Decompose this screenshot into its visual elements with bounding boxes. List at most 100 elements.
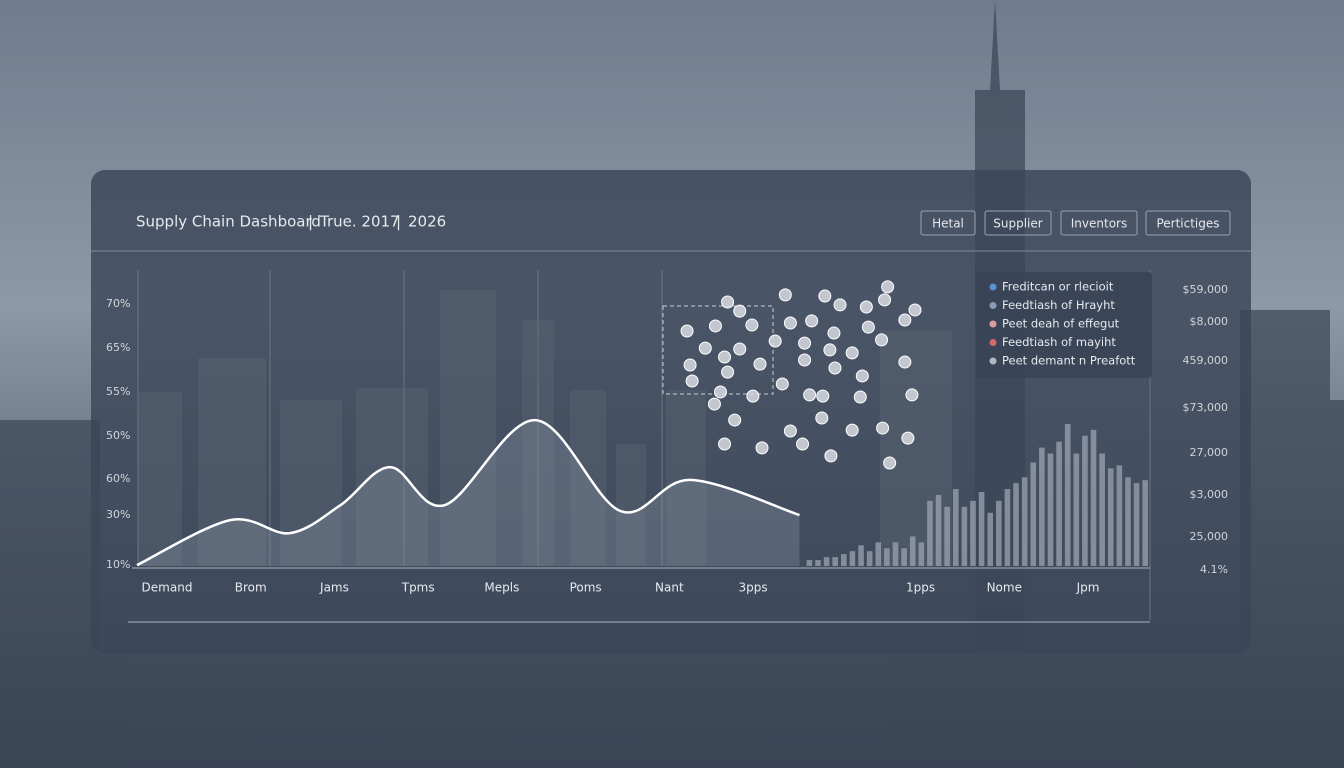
scatter-point (798, 353, 812, 367)
tab-label[interactable]: Hetal (932, 217, 964, 231)
bar (1064, 423, 1071, 566)
scatter-point (898, 355, 912, 369)
scatter-point (733, 304, 747, 318)
left-axis-label: 10% (106, 558, 130, 571)
bar (849, 551, 856, 566)
scatter-point (728, 413, 742, 427)
scatter-point (876, 421, 890, 435)
bar (884, 548, 890, 566)
left-axis-label: 60% (106, 472, 130, 485)
scatter-point (721, 365, 735, 379)
x-tick-label: Jpm (1076, 581, 1100, 595)
scatter-point (745, 318, 759, 332)
legend-box (976, 272, 1152, 378)
scatter-point (908, 303, 922, 317)
x-tick-label: Poms (570, 581, 602, 595)
tab[interactable] (1060, 210, 1138, 236)
scatter-point (753, 357, 767, 371)
bar (1099, 453, 1105, 566)
scatter-point (733, 342, 747, 356)
scatter-point (827, 326, 841, 340)
tab[interactable] (920, 210, 976, 236)
tab-label[interactable]: Pertictiges (1156, 217, 1219, 231)
scatter-point (680, 324, 694, 338)
left-axis-label: 30% (106, 508, 130, 521)
bar (1039, 447, 1045, 566)
bar (901, 548, 907, 566)
bar (823, 557, 830, 566)
bar (1004, 489, 1011, 566)
scatter-point (824, 449, 838, 463)
bar (1125, 477, 1131, 566)
separator: | (308, 213, 313, 231)
scatter-point (698, 341, 712, 355)
scatter-point (708, 319, 722, 333)
x-tick-label: Mepls (484, 581, 519, 595)
bar (1107, 468, 1114, 566)
bar (1133, 483, 1140, 566)
bar (892, 542, 899, 566)
scatter-point (855, 369, 869, 383)
scatter-point (898, 313, 912, 327)
scatter-point (828, 361, 842, 375)
right-axis-label: $8,000 (1190, 315, 1229, 328)
x-tick-label: Jams (319, 581, 349, 595)
scatter-point (796, 437, 810, 451)
right-axis-label: $73,000 (1183, 401, 1229, 414)
scatter-point (845, 423, 859, 437)
bar (1013, 483, 1019, 566)
bar (1116, 465, 1123, 566)
scatter-point (883, 456, 897, 470)
x-tick-label: Nant (655, 581, 684, 595)
tab[interactable] (984, 210, 1052, 236)
scatter-point (875, 333, 889, 347)
scatter-point (823, 343, 837, 357)
bar (841, 554, 847, 566)
scatter-point (755, 441, 769, 455)
tab-label[interactable]: Inventors (1071, 217, 1127, 231)
bar (875, 542, 882, 566)
scatter-point (859, 300, 873, 314)
left-axis-label: 50% (106, 429, 130, 442)
scatter-point (845, 346, 859, 360)
left-axis-label: 55% (106, 385, 130, 398)
right-axis-label: $59,000 (1183, 283, 1229, 296)
scatter-point (685, 374, 699, 388)
x-tick-label: Demand (142, 581, 193, 595)
x-tick-label: Brom (235, 581, 267, 595)
bar (987, 512, 994, 566)
scatter-point (713, 385, 727, 399)
bar (944, 506, 950, 566)
scatter-point (783, 424, 797, 438)
bar (1021, 477, 1028, 566)
scatter-point (683, 358, 697, 372)
scatter-point (853, 390, 867, 404)
bar (815, 560, 821, 566)
bar (1056, 441, 1062, 566)
bar (866, 551, 873, 566)
scatter-point (833, 298, 847, 312)
scatter-point (878, 293, 892, 307)
legend-swatch (989, 339, 997, 346)
bar (918, 542, 925, 566)
right-axis-label: 459,000 (1183, 354, 1229, 367)
tab-label[interactable]: Supplier (993, 217, 1043, 231)
scatter-point (861, 320, 875, 334)
line (136, 418, 800, 567)
bar (1142, 480, 1148, 566)
scatter-point (768, 334, 782, 348)
dashboard-title: Supply Chain Dashboard (136, 213, 321, 231)
scatter-point (718, 350, 732, 364)
bar (1082, 435, 1088, 566)
legend-label: Feedtiash of Hrayht (1002, 298, 1115, 312)
separator: | (396, 213, 401, 231)
left-axis-label: 70% (106, 297, 130, 310)
scatter-point (718, 437, 732, 451)
tab[interactable] (1145, 210, 1231, 236)
legend-label: Feedtiash of mayiht (1002, 335, 1116, 349)
bar (832, 557, 839, 566)
bar (909, 536, 916, 566)
scatter-point (818, 289, 832, 303)
bar (935, 494, 942, 566)
